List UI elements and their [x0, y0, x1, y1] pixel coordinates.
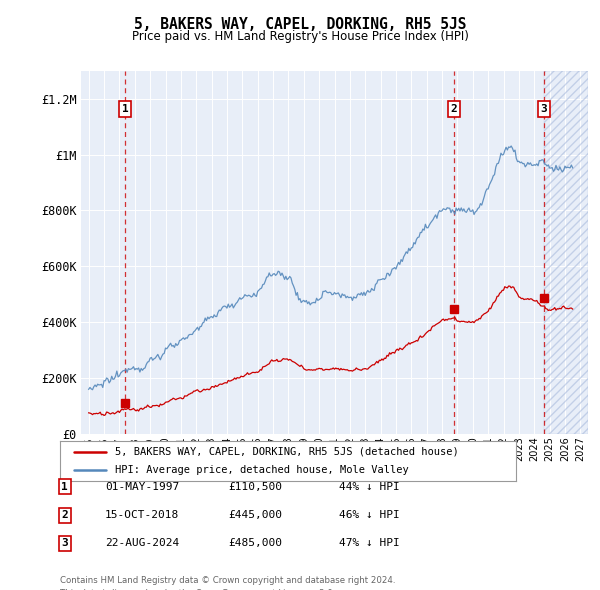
Text: £445,000: £445,000: [228, 510, 282, 520]
Text: This data is licensed under the Open Government Licence v3.0.: This data is licensed under the Open Gov…: [60, 589, 335, 590]
Text: HPI: Average price, detached house, Mole Valley: HPI: Average price, detached house, Mole…: [115, 465, 409, 475]
Text: 2: 2: [451, 104, 458, 114]
Text: 2: 2: [61, 510, 68, 520]
Bar: [544, 71, 588, 434]
Text: £485,000: £485,000: [228, 539, 282, 548]
Text: 15-OCT-2018: 15-OCT-2018: [105, 510, 179, 520]
Text: 3: 3: [61, 539, 68, 548]
Text: Price paid vs. HM Land Registry's House Price Index (HPI): Price paid vs. HM Land Registry's House …: [131, 30, 469, 43]
Bar: [544, 71, 588, 434]
Text: 1: 1: [61, 482, 68, 491]
Text: 22-AUG-2024: 22-AUG-2024: [105, 539, 179, 548]
Text: 01-MAY-1997: 01-MAY-1997: [105, 482, 179, 491]
Text: 47% ↓ HPI: 47% ↓ HPI: [339, 539, 400, 548]
Text: 5, BAKERS WAY, CAPEL, DORKING, RH5 5JS: 5, BAKERS WAY, CAPEL, DORKING, RH5 5JS: [134, 17, 466, 32]
Text: Contains HM Land Registry data © Crown copyright and database right 2024.: Contains HM Land Registry data © Crown c…: [60, 576, 395, 585]
Text: 44% ↓ HPI: 44% ↓ HPI: [339, 482, 400, 491]
Text: £110,500: £110,500: [228, 482, 282, 491]
Text: 46% ↓ HPI: 46% ↓ HPI: [339, 510, 400, 520]
Text: 3: 3: [541, 104, 547, 114]
Text: 1: 1: [122, 104, 128, 114]
Text: 5, BAKERS WAY, CAPEL, DORKING, RH5 5JS (detached house): 5, BAKERS WAY, CAPEL, DORKING, RH5 5JS (…: [115, 447, 458, 457]
